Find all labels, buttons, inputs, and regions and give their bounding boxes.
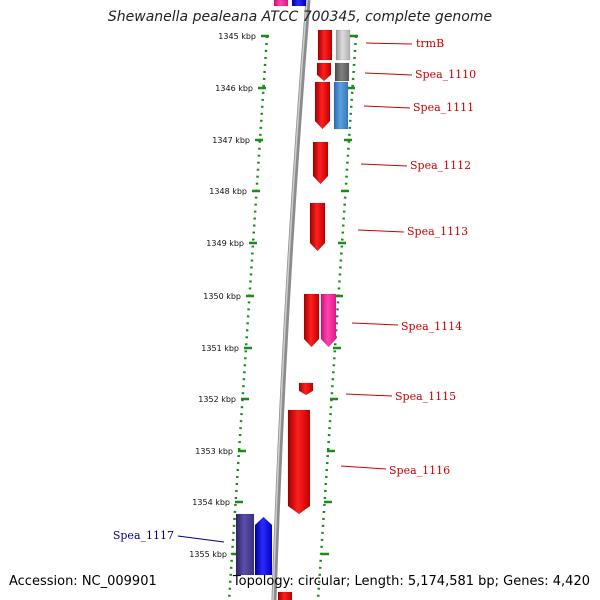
gene-leader-line — [351, 322, 399, 326]
ruler-label: 1348 kbp — [209, 187, 247, 196]
ruler-label: 1355 kbp — [189, 550, 227, 559]
gene-leader-line — [364, 72, 413, 76]
gene-labels: trmB Spea_1110 Spea_1111 Spea_1112 Spea_1113… — [113, 37, 476, 543]
gene-feature[interactable] — [314, 81, 331, 130]
gene-leader-line — [340, 465, 387, 470]
gene-label[interactable]: Spea_1114 — [401, 320, 462, 333]
gene-feature[interactable] — [254, 516, 273, 576]
gene-feature[interactable] — [335, 29, 351, 61]
gene-label[interactable]: Spea_1116 — [389, 464, 450, 477]
ruler-label: 1354 kbp — [192, 498, 230, 507]
gene-feature[interactable] — [287, 409, 311, 515]
ruler-label: 1349 kbp — [206, 239, 244, 248]
topology-summary: Topology: circular; Length: 5,174,581 bp… — [232, 574, 590, 589]
position-ruler: 1345 kbp 1346 kbp 1347 kbp 1348 kbp 1349 kbp… — [189, 32, 358, 559]
gene-leader-line — [360, 163, 408, 167]
gene-label[interactable]: Spea_1113 — [407, 225, 468, 238]
ruler-label: 1351 kbp — [201, 344, 239, 353]
gene-feature[interactable] — [273, 0, 289, 7]
genome-backbone — [271, 0, 311, 600]
genome-title: Shewanella pealeana ATCC 700345, complet… — [107, 9, 493, 25]
gene-feature[interactable] — [316, 62, 332, 82]
ruler-label: 1347 kbp — [212, 136, 250, 145]
ruler-label: 1353 kbp — [195, 447, 233, 456]
gene-feature[interactable] — [334, 62, 350, 82]
gene-features — [235, 0, 351, 600]
gene-leader-line — [345, 393, 393, 397]
gene-leader-line — [365, 42, 413, 45]
gene-feature[interactable] — [303, 293, 320, 348]
ruler-label: 1352 kbp — [198, 395, 236, 404]
gene-feature[interactable] — [312, 141, 329, 185]
ruler-label: 1350 kbp — [203, 292, 241, 301]
gene-leader-line — [363, 105, 411, 109]
gene-feature[interactable] — [277, 591, 293, 600]
gene-leader-line — [177, 535, 225, 543]
gene-label[interactable]: Spea_1117 — [113, 529, 174, 542]
gene-label[interactable]: Spea_1110 — [415, 68, 476, 81]
gene-label[interactable]: Spea_1115 — [395, 390, 456, 403]
gene-feature[interactable] — [309, 202, 326, 252]
gene-feature[interactable] — [320, 293, 337, 348]
genome-backbone-highlight — [272, 0, 308, 600]
gene-label[interactable]: Spea_1111 — [413, 101, 474, 114]
ruler-label: 1346 kbp — [215, 84, 253, 93]
accession-text: Accession: NC_009901 — [9, 574, 157, 589]
gene-feature[interactable] — [291, 0, 307, 7]
gene-feature[interactable] — [317, 29, 333, 61]
gene-label[interactable]: trmB — [416, 37, 444, 50]
gene-feature[interactable] — [235, 513, 255, 576]
gene-feature[interactable] — [298, 382, 314, 396]
ruler-label: 1345 kbp — [218, 32, 256, 41]
gene-leader-line — [357, 229, 405, 233]
gene-label[interactable]: Spea_1112 — [410, 159, 471, 172]
gene-feature[interactable] — [333, 81, 349, 130]
